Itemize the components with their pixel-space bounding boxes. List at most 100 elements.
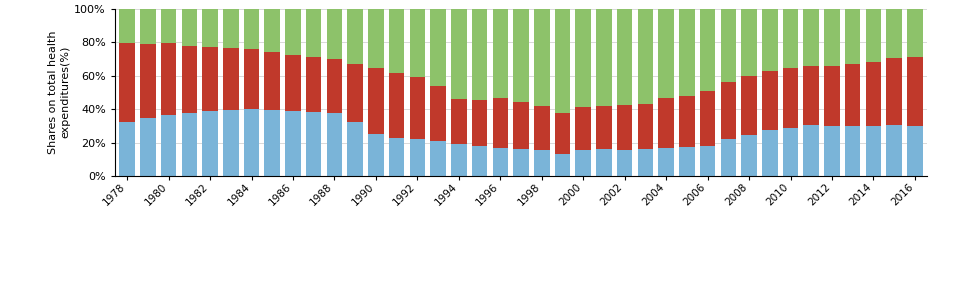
Bar [265, 9, 280, 52]
Bar [700, 91, 715, 146]
Bar [203, 47, 218, 111]
Bar [865, 62, 881, 126]
Bar [845, 64, 860, 126]
Bar [347, 9, 363, 64]
Bar [865, 126, 881, 176]
Bar [472, 100, 488, 146]
Bar [824, 9, 839, 66]
Bar [576, 150, 591, 176]
Bar [368, 134, 383, 176]
Bar [451, 99, 467, 144]
Bar [223, 110, 239, 176]
Bar [845, 9, 860, 64]
Bar [161, 9, 177, 43]
Bar [368, 9, 383, 68]
Bar [741, 76, 757, 135]
Bar [803, 9, 819, 66]
Bar [597, 149, 612, 176]
Bar [907, 126, 923, 176]
Bar [327, 113, 342, 176]
Bar [576, 107, 591, 150]
Bar [120, 43, 135, 122]
Bar [430, 141, 445, 176]
Bar [347, 122, 363, 176]
Bar [182, 113, 197, 176]
Bar [203, 111, 218, 176]
Bar [285, 55, 301, 111]
Bar [554, 9, 570, 112]
Bar [597, 106, 612, 149]
Bar [638, 104, 653, 149]
Bar [389, 73, 404, 138]
Bar [534, 106, 550, 150]
Bar [679, 147, 695, 176]
Bar [285, 9, 301, 55]
Y-axis label: Shares on total health
expenditures(%): Shares on total health expenditures(%) [49, 31, 70, 154]
Bar [513, 9, 529, 102]
Bar [741, 9, 757, 76]
Bar [347, 64, 363, 122]
Bar [368, 68, 383, 134]
Bar [141, 44, 156, 118]
Bar [783, 68, 798, 128]
Bar [865, 9, 881, 62]
Bar [659, 99, 674, 148]
Bar [472, 146, 488, 176]
Bar [389, 9, 404, 73]
Bar [824, 66, 839, 126]
Bar [803, 125, 819, 176]
Bar [244, 49, 259, 109]
Bar [327, 59, 342, 113]
Bar [638, 9, 653, 104]
Bar [845, 126, 860, 176]
Bar [762, 71, 777, 130]
Bar [244, 109, 259, 176]
Bar [265, 110, 280, 176]
Bar [617, 105, 633, 150]
Bar [265, 52, 280, 110]
Bar [120, 9, 135, 43]
Bar [659, 148, 674, 176]
Bar [534, 9, 550, 106]
Bar [161, 115, 177, 176]
Bar [120, 122, 135, 176]
Bar [472, 9, 488, 100]
Bar [576, 9, 591, 107]
Bar [824, 126, 839, 176]
Bar [285, 111, 301, 176]
Bar [244, 9, 259, 49]
Bar [617, 9, 633, 105]
Bar [721, 9, 736, 82]
Bar [700, 146, 715, 176]
Bar [741, 135, 757, 176]
Bar [203, 9, 218, 47]
Bar [141, 9, 156, 44]
Bar [451, 9, 467, 99]
Bar [492, 148, 508, 176]
Bar [617, 150, 633, 176]
Bar [783, 9, 798, 68]
Bar [430, 9, 445, 86]
Bar [223, 48, 239, 110]
Bar [554, 112, 570, 154]
Bar [492, 9, 508, 99]
Bar [783, 128, 798, 176]
Bar [679, 97, 695, 147]
Bar [721, 139, 736, 176]
Bar [554, 154, 570, 176]
Bar [306, 112, 321, 176]
Bar [306, 9, 321, 57]
Bar [597, 9, 612, 106]
Bar [679, 9, 695, 97]
Bar [803, 66, 819, 125]
Bar [721, 82, 736, 139]
Bar [534, 150, 550, 176]
Bar [182, 9, 197, 46]
Bar [327, 9, 342, 59]
Bar [389, 138, 404, 176]
Bar [223, 9, 239, 48]
Bar [513, 149, 529, 176]
Bar [409, 77, 425, 139]
Bar [762, 9, 777, 71]
Bar [513, 102, 529, 149]
